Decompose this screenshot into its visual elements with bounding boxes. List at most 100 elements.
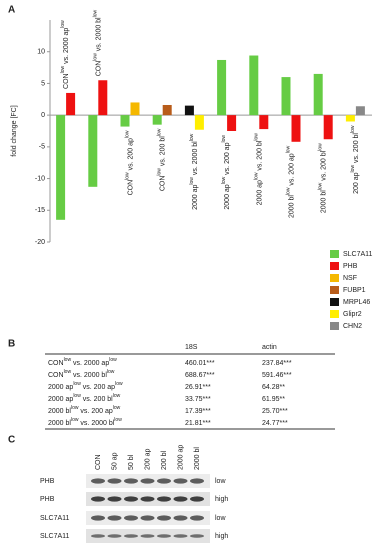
bar [98,80,108,116]
bar [249,55,259,116]
bar [217,59,227,116]
table-cell: 64.28** [262,384,285,391]
category-label: 200 aplow vs. 200 bllow [350,125,360,194]
blot-band [173,478,188,484]
y-tick-label: -5 [39,144,45,151]
blot-band [124,496,138,502]
table-header: 18S [185,344,198,351]
superscript: low [350,165,356,173]
blot-band [140,478,155,484]
bar [281,77,291,116]
protein-label: SLC7A11 [40,533,70,540]
blot-band [107,496,122,502]
superscript: low [93,9,99,17]
bar [194,115,204,130]
bar [313,73,323,116]
superscript: low [60,65,66,73]
bar [184,105,194,116]
blot-band [173,534,188,538]
lane-label: 200 ap [144,448,151,470]
blot-band [140,515,155,521]
bar [323,115,333,140]
text-part: CON [127,180,134,196]
blot-band [190,478,204,484]
text-part: 2000 ap [48,396,73,403]
table-cell: 26.91*** [185,384,211,391]
legend-swatch [330,286,339,294]
y-tick-label: 5 [41,80,45,87]
bar [162,104,172,116]
text-part: vs. 200 ap [127,138,134,172]
table-cell: 21.81*** [185,420,211,427]
text-part: 2000 ap [224,184,231,209]
y-tick-label: 10 [37,49,45,56]
legend-label: MRPL46 [343,299,370,306]
blot-band [173,496,188,502]
text-part: vs. 200 ap [224,142,231,176]
text-part: CON [95,61,102,77]
category-label: 2000 aplow vs. 2000 bllow [189,133,199,210]
lane-label: 200 bl [161,450,168,470]
table-cell: 237.84*** [262,360,292,367]
text-part: 2000 bl [48,408,71,415]
protein-label: PHB [40,478,55,485]
superscript: low [71,405,79,411]
category-label: CONlow vs. 2000 bllow [93,9,103,76]
y-tick-label: -10 [35,175,45,182]
blot-band [157,515,171,521]
table-cell: 591.46*** [262,372,292,379]
superscript: low [157,128,163,136]
legend-label: Glipr2 [343,311,362,318]
blot-band [124,534,138,538]
y-tick-label: -15 [35,207,45,214]
superscript: low [189,177,195,185]
row-label: 2000 aplow vs. 200 bllow [48,393,121,403]
blot-band [91,496,105,502]
text-part: vs. 2000 ap [71,360,109,367]
text-part: vs. 2000 bl [95,17,102,53]
text-part: vs. 200 bl [321,150,328,182]
blot-band [140,496,155,502]
superscript: low [125,130,131,138]
row-label: CONlow vs. 2000 bllow [48,369,115,379]
legend-swatch [330,250,339,258]
legend-swatch [330,298,339,306]
row-label: 2000 aplow vs. 200 aplow [48,381,123,391]
category-label: 2000 bllow vs. 200 aplow [286,145,296,218]
superscript: low [254,172,260,180]
legend-label: PHB [343,263,358,270]
bar [345,115,355,122]
text-part: vs. 200 bl [256,140,263,172]
table-cell: 17.39*** [185,408,211,415]
legend-label: CHN2 [343,323,362,330]
superscript: low [93,53,99,61]
bar [120,115,130,127]
table-cell: 460.01*** [185,360,215,367]
table-cell: 25.70*** [262,408,288,415]
blot-band [91,534,105,538]
table-cell: 24.77*** [262,420,288,427]
superscript: low [114,417,122,423]
text-part: 2000 ap [48,384,73,391]
bar [355,106,365,116]
text-part: vs. 2000 bl [71,372,107,379]
superscript: low [254,133,260,141]
text-part: CON [63,73,70,89]
text-part: vs. 2000 bl [78,420,114,427]
superscript: low [125,172,131,180]
exposure-label: low [215,515,226,522]
bar [130,102,140,116]
blot-band [173,515,188,521]
bar [152,115,162,125]
blot-band [91,515,105,521]
superscript: low [350,125,356,133]
protein-label: PHB [40,496,55,503]
exposure-label: low [215,478,226,485]
text-part: 2000 ap [192,184,199,209]
superscript: low [113,393,121,399]
category-label: 2000 aplow vs. 200 bllow [254,133,264,206]
table-cell: 61.95** [262,396,285,403]
text-part: vs. 200 ap [78,408,112,415]
text-part: vs. 200 bl [353,133,360,165]
